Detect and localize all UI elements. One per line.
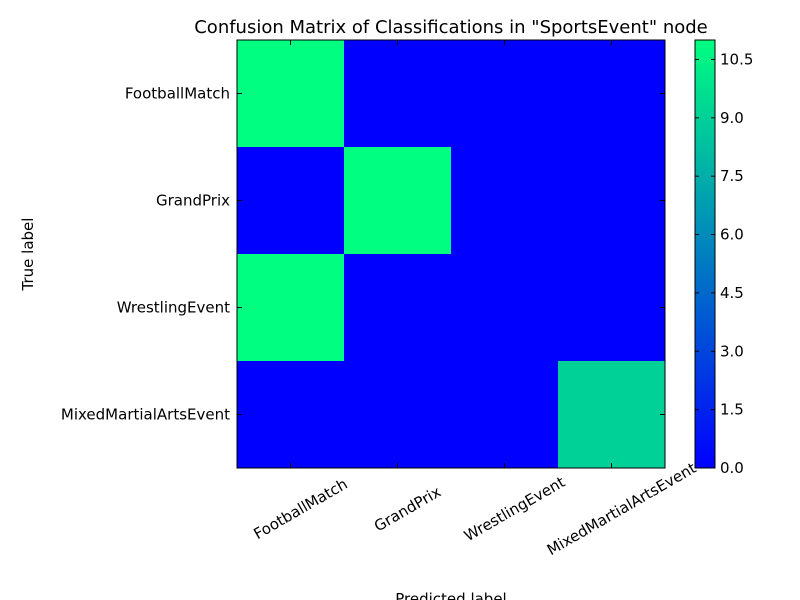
- colorbar-tick-label: 7.5: [720, 167, 744, 185]
- y-tick-label: MixedMartialArtsEvent: [61, 406, 230, 424]
- heatmap-cell-r3-c3: [558, 361, 666, 469]
- heatmap-cell-r1-c2: [451, 147, 559, 255]
- y-tick-label: WrestlingEvent: [117, 299, 230, 317]
- heatmap-cell-r3-c2: [451, 361, 559, 469]
- heatmap-cell-r2-c2: [451, 254, 559, 362]
- heatmap-cell-r1-c0: [237, 147, 345, 255]
- axis-ticks: [237, 40, 665, 468]
- colorbar: [694, 39, 716, 469]
- chart-title: Confusion Matrix of Classifications in "…: [194, 17, 708, 38]
- x-tick-label: FootballMatch: [251, 475, 351, 543]
- heatmap-cell-r0-c1: [344, 40, 452, 148]
- colorbar-tick-label: 3.0: [720, 342, 744, 360]
- heatmap-cell-r3-c0: [237, 361, 345, 469]
- heatmap-cell-r2-c0: [237, 254, 345, 362]
- heatmap-cell-r0-c3: [558, 40, 666, 148]
- heatmap-cell-r0-c2: [451, 40, 559, 148]
- colorbar-tick-label: 10.5: [720, 50, 753, 68]
- colorbar-tick-label: 6.0: [720, 226, 744, 244]
- colorbar-tick-label: 0.0: [720, 459, 744, 477]
- y-tick-labels: FootballMatch GrandPrix WrestlingEvent Mixe…: [61, 85, 230, 424]
- x-tick-label: MixedMartialArtsEvent: [544, 459, 700, 559]
- heatmap-cell-r1-c1: [344, 147, 452, 255]
- heatmap-cell-r3-c1: [344, 361, 452, 469]
- colorbar-tick-label: 4.5: [720, 284, 744, 302]
- x-tick-label: GrandPrix: [371, 483, 444, 536]
- colorbar-ticks: 0.0 1.5 3.0 4.5 6.0 7.5 9.0 10.5: [695, 50, 753, 477]
- heatmap-cells: [237, 40, 666, 469]
- colorbar-tick-label: 1.5: [720, 401, 744, 419]
- y-tick-label: FootballMatch: [125, 85, 230, 103]
- x-axis-label: Predicted label: [395, 590, 506, 600]
- heatmap-cell-r2-c1: [344, 254, 452, 362]
- heatmap-cell-r0-c0: [237, 40, 345, 148]
- y-tick-label: GrandPrix: [156, 192, 230, 210]
- heatmap-cell-r2-c3: [558, 254, 666, 362]
- colorbar-tick-label: 9.0: [720, 109, 744, 127]
- y-axis-label: True label: [19, 218, 37, 292]
- heatmap-cell-r1-c3: [558, 147, 666, 255]
- x-tick-label: WrestlingEvent: [461, 473, 568, 545]
- plot-frame: [236, 39, 666, 469]
- x-tick-labels: FootballMatch GrandPrix WrestlingEventMixe…: [251, 459, 700, 559]
